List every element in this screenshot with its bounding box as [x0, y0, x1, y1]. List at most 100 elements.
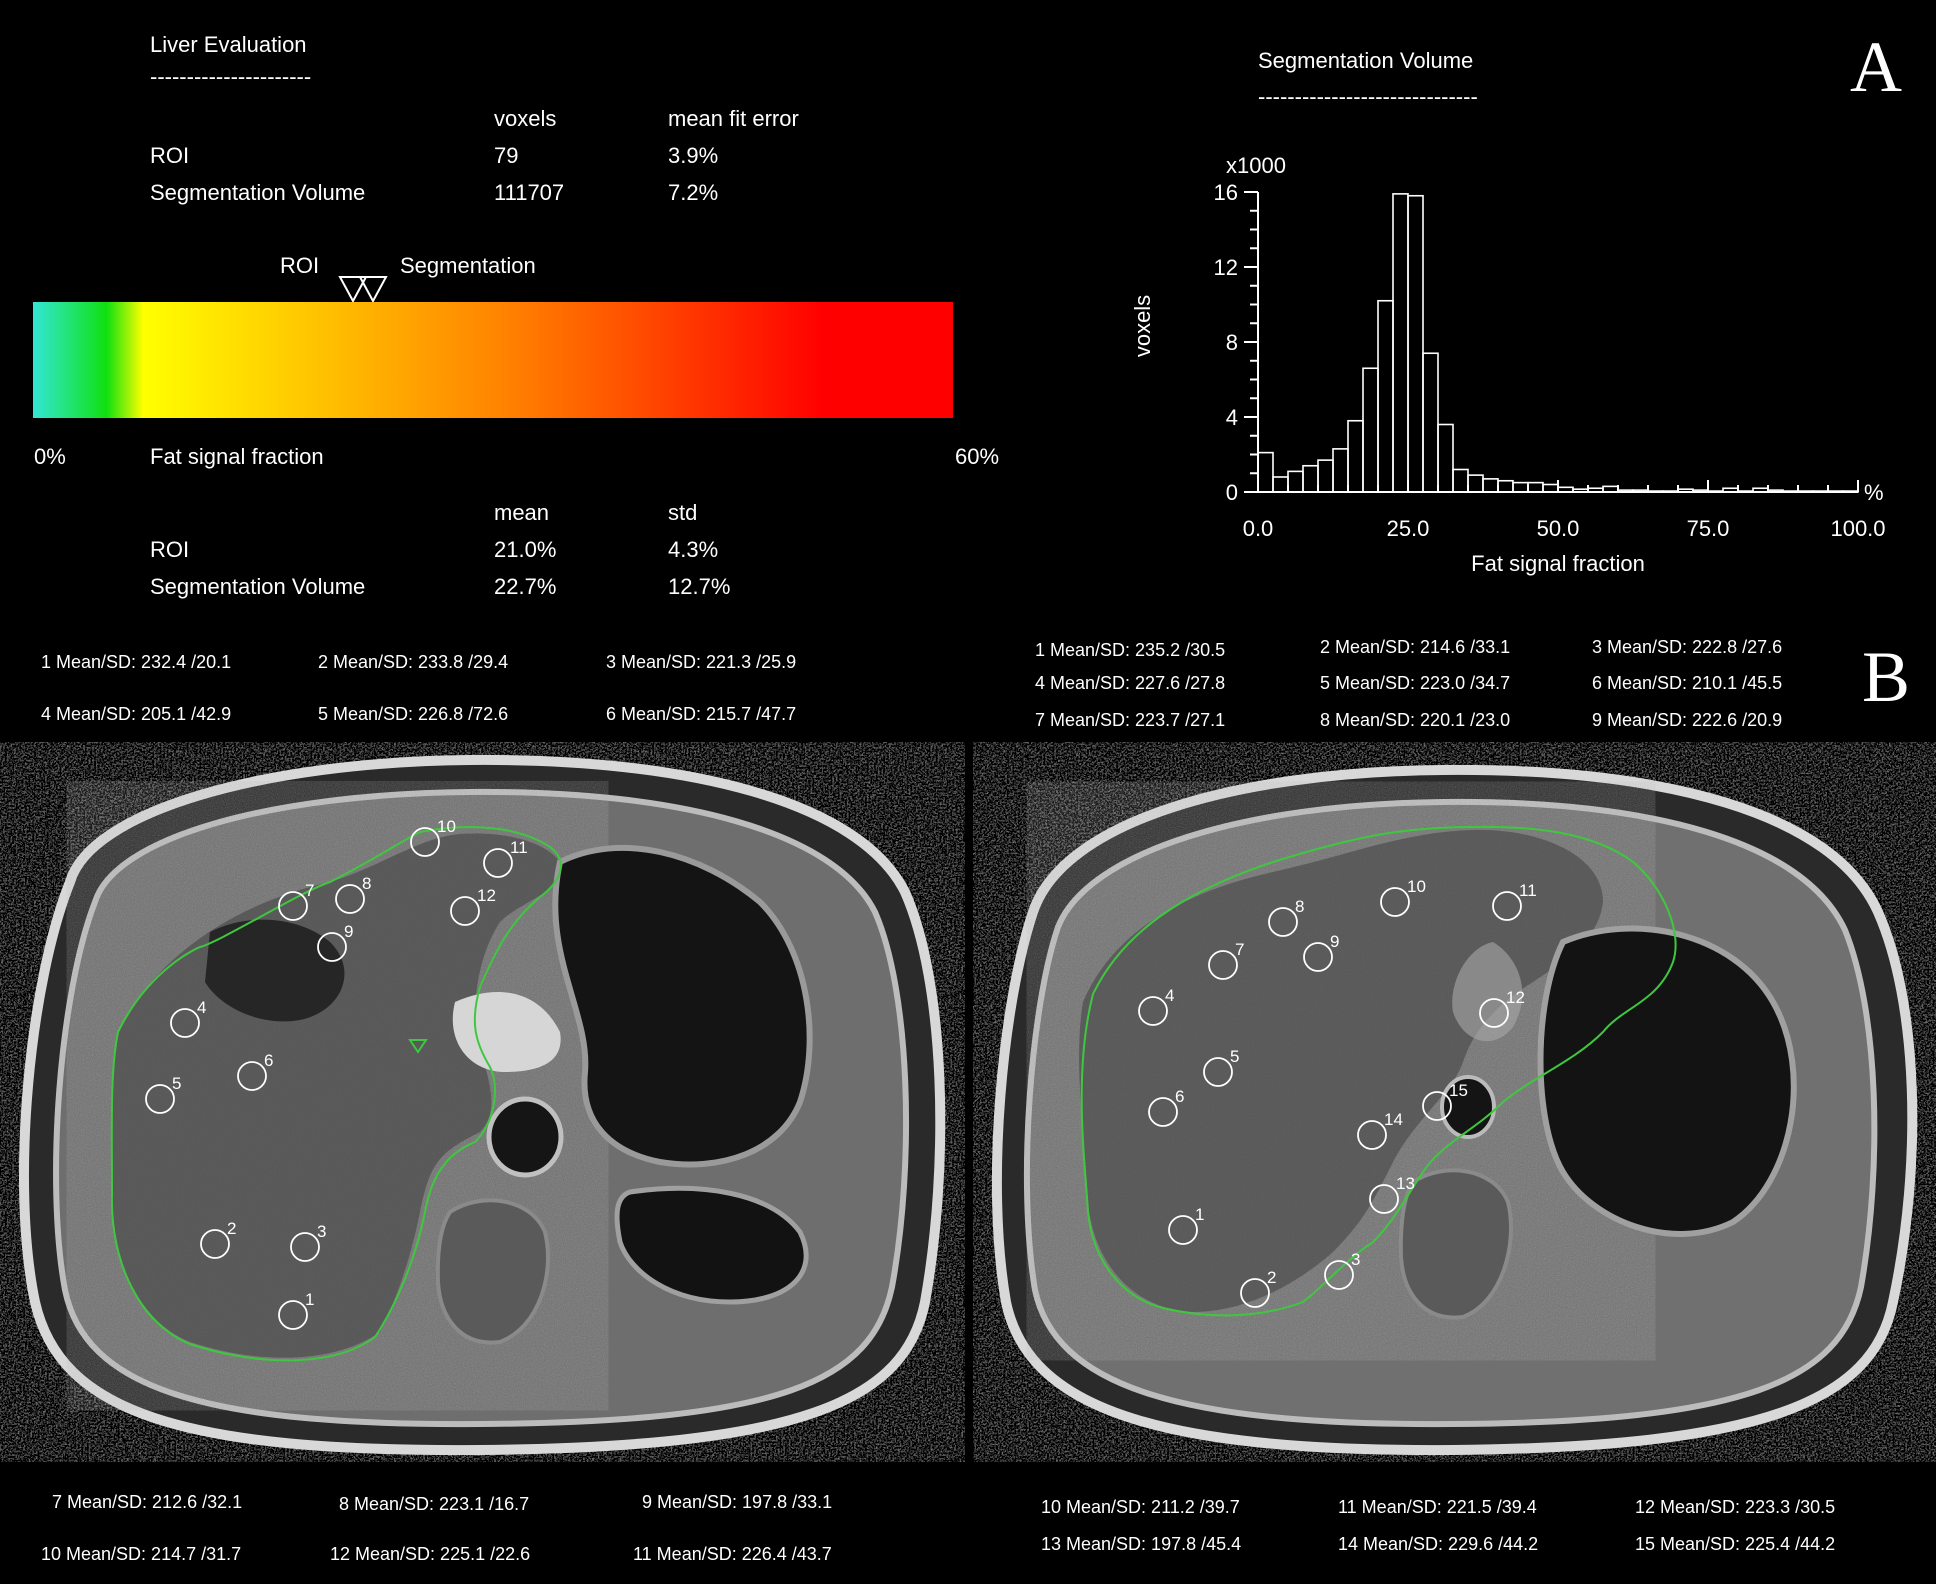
histogram-bar	[1467, 474, 1484, 493]
fat-fraction-markers	[338, 276, 388, 304]
fat-fraction-histogram: 0 4 8 12 16 0.0 25.0 50.0 75.0 100.0 x1000% Fat sig…	[1130, 153, 1886, 576]
liver-eval-title: Liver Evaluation	[150, 32, 307, 57]
histogram-bar	[1272, 476, 1289, 493]
roi-marker-triangle	[338, 276, 368, 304]
right-roi-number: 15	[1449, 1081, 1468, 1100]
histogram-bar	[1452, 468, 1469, 493]
right-roi-circle	[1168, 1215, 1198, 1245]
histogram-y-multiplier: x1000	[1226, 153, 1286, 178]
right-roi-circle	[1380, 887, 1410, 917]
left-roi-circle	[410, 827, 440, 857]
right-roi-circle	[1324, 1260, 1354, 1290]
right-roi-number: 6	[1175, 1087, 1184, 1106]
right-roi-stat-15: 15 Mean/SD: 225.4 /44.2	[1635, 1534, 1836, 1554]
right-roi-circle	[1203, 1057, 1233, 1087]
left-roi-number: 12	[477, 886, 496, 905]
roi-std: 4.3%	[668, 537, 719, 562]
histogram-bar	[1527, 481, 1544, 493]
histogram-bar	[1812, 490, 1829, 493]
right-roi-circle	[1148, 1097, 1178, 1127]
histogram-bar	[1512, 481, 1529, 493]
right-roi-stat-1: 1 Mean/SD: 235.2 /30.5	[1035, 640, 1226, 660]
histogram-bar	[1362, 367, 1379, 493]
right-roi-stat-9: 9 Mean/SD: 222.6 /20.9	[1592, 710, 1783, 730]
right-roi-circle	[1492, 891, 1522, 921]
row-label-roi: ROI	[150, 143, 190, 168]
histogram-bar	[1482, 478, 1499, 493]
left-roi-circle	[483, 848, 513, 878]
histogram-bar	[1437, 423, 1454, 493]
left-roi-stat-5: 5 Mean/SD: 226.8 /72.6	[318, 704, 509, 724]
right-roi-number: 5	[1230, 1047, 1239, 1066]
histogram-x-tick-label: 50.0	[1537, 516, 1580, 541]
histogram-bar	[1317, 459, 1334, 493]
right-roi-circle	[1369, 1184, 1399, 1214]
panel-label-a: A	[1850, 27, 1902, 107]
col-header-mean: mean	[494, 500, 550, 525]
left-roi-number: 11	[510, 838, 528, 857]
right-roi-stat-12: 12 Mean/SD: 223.3 /30.5	[1635, 1497, 1836, 1517]
histogram-bar	[1827, 490, 1844, 493]
row-label-segmentation: Segmentation Volume	[150, 180, 366, 205]
left-roi-stat-1: 1 Mean/SD: 232.4 /20.1	[41, 652, 232, 672]
left-roi-circle	[278, 1300, 308, 1330]
marker-label-roi: ROI	[280, 253, 320, 278]
right-roi-stat-3: 3 Mean/SD: 222.8 /27.6	[1592, 637, 1783, 657]
right-roi-number: 8	[1295, 897, 1304, 916]
roi-fit-error: 3.9%	[668, 143, 719, 168]
histogram-y-tick-label: 0	[1226, 480, 1238, 505]
histogram-bar	[1497, 479, 1514, 493]
seg-mean: 22.7%	[494, 574, 557, 599]
row-label-roi-stats: ROI	[150, 537, 190, 562]
left-roi-stat-9: 9 Mean/SD: 197.8 /33.1	[642, 1492, 833, 1512]
panel-label-b: B	[1862, 637, 1911, 717]
left-roi-circle	[335, 884, 365, 914]
liver-eval-underline: ----------------------	[150, 64, 312, 89]
right-roi-circle	[1479, 998, 1509, 1028]
right-roi-circle	[1303, 942, 1333, 972]
right-roi-stat-14: 14 Mean/SD: 229.6 /44.2	[1338, 1534, 1539, 1554]
histogram-bar	[1392, 193, 1409, 493]
histogram-y-tick-label: 4	[1226, 405, 1238, 430]
left-roi-stat-11: 11 Mean/SD: 226.4 /43.7	[633, 1544, 832, 1564]
left-roi-number: 1	[305, 1290, 314, 1309]
row-label-segmentation-stats: Segmentation Volume	[150, 574, 366, 599]
left-roi-number: 9	[344, 922, 353, 941]
right-roi-number: 1	[1195, 1205, 1204, 1224]
histogram-bar	[1347, 419, 1364, 493]
right-roi-stat-7: 7 Mean/SD: 223.7 /27.1	[1035, 710, 1226, 730]
seg-fit-error: 7.2%	[668, 180, 719, 205]
mri-slice-right: 1 2 3 4 5 6 7 8 9 10 11 12 13 14 15	[973, 742, 1936, 1462]
histogram-bar	[1737, 490, 1754, 493]
right-roi-number: 14	[1384, 1110, 1403, 1129]
right-roi-circle	[1357, 1120, 1387, 1150]
left-roi-circle	[200, 1229, 230, 1259]
left-roi-circle	[278, 891, 308, 921]
histogram-bar	[1407, 194, 1424, 493]
mri-slice-left: 1 2 3 4 5 6 7 8 9 10 11 12	[0, 742, 965, 1462]
histogram-bar	[1662, 490, 1679, 493]
roi-voxels: 79	[494, 143, 519, 168]
right-roi-number: 7	[1235, 940, 1244, 959]
histogram-y-label: voxels	[1130, 295, 1155, 357]
histogram-title: Segmentation Volume	[1258, 48, 1474, 73]
histogram-bar	[1302, 464, 1319, 493]
left-roi-number: 7	[305, 881, 314, 900]
histogram-x-unit: %	[1864, 480, 1884, 505]
histogram-bar	[1287, 470, 1304, 493]
marker-label-segmentation: Segmentation	[400, 253, 536, 278]
histogram-bar	[1647, 490, 1664, 493]
right-roi-number: 2	[1267, 1268, 1276, 1287]
col-header-fit-error: mean fit error	[668, 106, 799, 131]
histogram-bar	[1722, 487, 1739, 493]
histogram-bar	[1782, 490, 1799, 493]
histogram-bar	[1842, 490, 1859, 493]
histogram-x-tick-label: 0.0	[1243, 516, 1274, 541]
right-roi-number: 13	[1396, 1174, 1415, 1193]
right-roi-number: 10	[1407, 877, 1426, 896]
histogram-bar	[1257, 451, 1274, 493]
left-roi-stat-3: 3 Mean/SD: 221.3 /25.9	[606, 652, 797, 672]
right-roi-stat-13: 13 Mean/SD: 197.8 /45.4	[1041, 1534, 1242, 1554]
